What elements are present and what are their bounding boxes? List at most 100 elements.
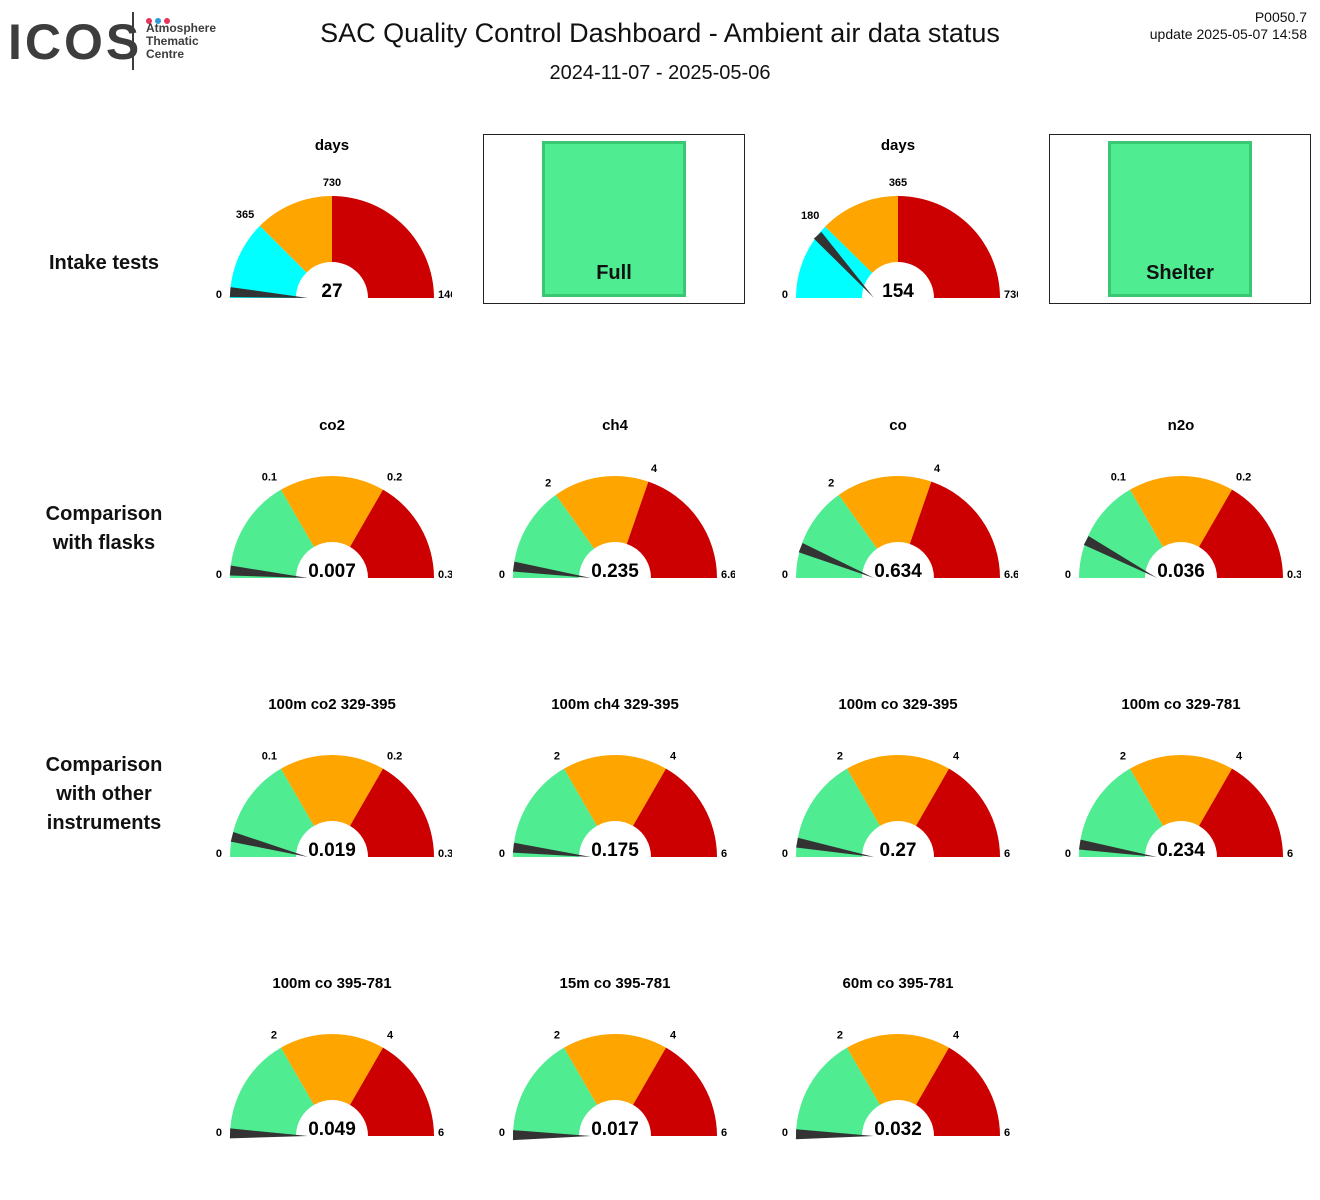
gauge-panel: days 0 365 730 1460 27 bbox=[212, 132, 452, 322]
gauge-sector bbox=[838, 476, 932, 549]
gauge-tick-label: 6 bbox=[438, 1127, 444, 1139]
date-range: 2024-11-07 - 2025-05-06 bbox=[549, 62, 771, 84]
gauge-tick-label: 0 bbox=[782, 289, 788, 301]
gauge-value-label: 0.234 bbox=[1157, 840, 1205, 861]
gauge-chart: n2o 0 0.1 0.2 0.3 0.036 bbox=[1065, 417, 1301, 582]
gauge-chart: ch4 0 2 4 6.6 0.235 bbox=[499, 417, 735, 582]
gauge-tick-label: 730 bbox=[323, 177, 341, 189]
gauge-sector bbox=[1130, 476, 1232, 547]
gauge-sector bbox=[909, 481, 1000, 578]
gauge-panel: 100m co 329-781 0 2 4 6 0.234 bbox=[1061, 691, 1301, 881]
gauge-sector bbox=[1130, 755, 1232, 826]
gauge-tick-label: 6.6 bbox=[721, 569, 735, 581]
gauge-tick-label: 2 bbox=[554, 1030, 560, 1042]
gauge-sector bbox=[1079, 768, 1163, 857]
status-box-shelter: Shelter bbox=[1049, 134, 1311, 304]
gauge-needle bbox=[229, 287, 308, 298]
gauge-needle bbox=[230, 832, 308, 857]
gauge-title: co2 bbox=[319, 417, 345, 434]
row-label-intake-tests: Intake tests bbox=[48, 252, 160, 274]
gauge-tick-label: 2 bbox=[828, 477, 834, 489]
gauge-needle bbox=[795, 1129, 874, 1140]
gauge-needle bbox=[798, 543, 874, 578]
gauge-needle bbox=[796, 837, 874, 857]
gauge-tick-label: 6 bbox=[1287, 848, 1293, 860]
gauge-tick-label: 0 bbox=[499, 1127, 505, 1139]
gauge-sector bbox=[1199, 768, 1283, 857]
gauge-tick-label: 0.2 bbox=[387, 751, 402, 763]
version-label: P0050.7 bbox=[1254, 9, 1307, 25]
gauge-panel: 100m ch4 329-395 0 2 4 6 0.175 bbox=[495, 691, 735, 881]
gauge-tick-label: 0.1 bbox=[1111, 472, 1126, 484]
gauge-tick-label: 0 bbox=[216, 569, 222, 581]
logo-dot bbox=[164, 18, 170, 24]
gauge-tick-label: 2 bbox=[554, 751, 560, 763]
gauge-chart: 100m co 395-781 0 2 4 6 0.049 bbox=[216, 975, 444, 1140]
gauge-sector bbox=[847, 755, 949, 826]
gauge-sector bbox=[847, 1034, 949, 1105]
gauge-sector bbox=[230, 489, 314, 578]
gauge-panel: n2o 0 0.1 0.2 0.3 0.036 bbox=[1061, 412, 1301, 602]
gauge-value-label: 0.019 bbox=[308, 840, 356, 861]
gauge-sector bbox=[513, 768, 597, 857]
gauge-sector bbox=[350, 1047, 434, 1136]
gauge-title: 100m co2 329-395 bbox=[268, 696, 396, 713]
gauge-tick-label: 4 bbox=[1236, 751, 1243, 763]
gauge-needle bbox=[1083, 536, 1157, 578]
gauge-needle bbox=[229, 1128, 308, 1139]
gauge-tick-label: 0.1 bbox=[262, 751, 277, 763]
gauge-panel: ch4 0 2 4 6.6 0.235 bbox=[495, 412, 735, 602]
gauge-tick-label: 180 bbox=[801, 210, 819, 222]
status-box-full: Full bbox=[483, 134, 745, 304]
gauge-tick-label: 730 bbox=[1004, 289, 1018, 301]
gauge-value-label: 0.036 bbox=[1157, 561, 1205, 582]
gauge-sector bbox=[633, 768, 717, 857]
gauge-tick-label: 2 bbox=[837, 1030, 843, 1042]
gauge-needle bbox=[813, 231, 874, 298]
gauge-title: 100m co 329-395 bbox=[838, 696, 957, 713]
gauge-tick-label: 6 bbox=[1004, 1127, 1010, 1139]
gauge-tick-label: 4 bbox=[670, 1030, 677, 1042]
gauge-title: days bbox=[315, 137, 349, 154]
gauge-chart: co 0 2 4 6.6 0.634 bbox=[782, 417, 1018, 582]
gauge-value-label: 0.007 bbox=[308, 561, 356, 582]
page-title: SAC Quality Control Dashboard - Ambient … bbox=[320, 18, 1000, 48]
logo-line: Centre bbox=[146, 47, 185, 61]
gauge-sector bbox=[633, 1047, 717, 1136]
gauge-value-label: 0.27 bbox=[880, 840, 917, 861]
gauge-tick-label: 0.2 bbox=[387, 472, 402, 484]
gauge-panel: days 0 180 365 730 154 bbox=[778, 132, 1018, 322]
gauge-panel: 100m co 329-395 0 2 4 6 0.27 bbox=[778, 691, 1018, 881]
gauge-sector bbox=[796, 226, 873, 298]
gauge-tick-label: 0 bbox=[499, 848, 505, 860]
gauge-tick-label: 0.3 bbox=[1287, 569, 1301, 581]
gauge-value-label: 0.175 bbox=[591, 840, 639, 861]
gauge-needle bbox=[229, 565, 308, 578]
gauge-title: 60m co 395-781 bbox=[843, 975, 954, 992]
gauge-tick-label: 0 bbox=[782, 848, 788, 860]
gauge-tick-label: 6 bbox=[1004, 848, 1010, 860]
gauge-chart: days 0 180 365 730 154 bbox=[782, 137, 1018, 302]
gauge-tick-label: 0 bbox=[216, 289, 222, 301]
status-label: Full bbox=[596, 262, 632, 284]
gauge-tick-label: 2 bbox=[837, 751, 843, 763]
logo-dot bbox=[155, 18, 161, 24]
gauge-sector bbox=[513, 494, 595, 578]
gauge-value-label: 0.235 bbox=[591, 561, 639, 582]
gauge-sector bbox=[230, 225, 307, 298]
gauge-chart: 100m ch4 329-395 0 2 4 6 0.175 bbox=[499, 696, 727, 861]
update-timestamp: update 2025-05-07 14:58 bbox=[1149, 26, 1307, 42]
gauge-title: ch4 bbox=[602, 417, 629, 434]
status-indicator bbox=[1108, 141, 1252, 297]
gauge-sector bbox=[898, 196, 1000, 298]
gauge-tick-label: 6 bbox=[721, 1127, 727, 1139]
gauge-sector bbox=[1199, 489, 1283, 578]
gauge-tick-label: 0 bbox=[1065, 569, 1071, 581]
gauge-tick-label: 4 bbox=[953, 751, 960, 763]
version-info: P0050.7 update 2025-05-07 14:58 bbox=[1150, 9, 1307, 43]
gauge-sector bbox=[350, 768, 434, 857]
gauge-tick-label: 4 bbox=[934, 463, 941, 475]
gauge-tick-label: 0 bbox=[1065, 848, 1071, 860]
gauge-panel: 100m co 395-781 0 2 4 6 0.049 bbox=[212, 970, 452, 1160]
gauge-needle bbox=[512, 561, 591, 578]
